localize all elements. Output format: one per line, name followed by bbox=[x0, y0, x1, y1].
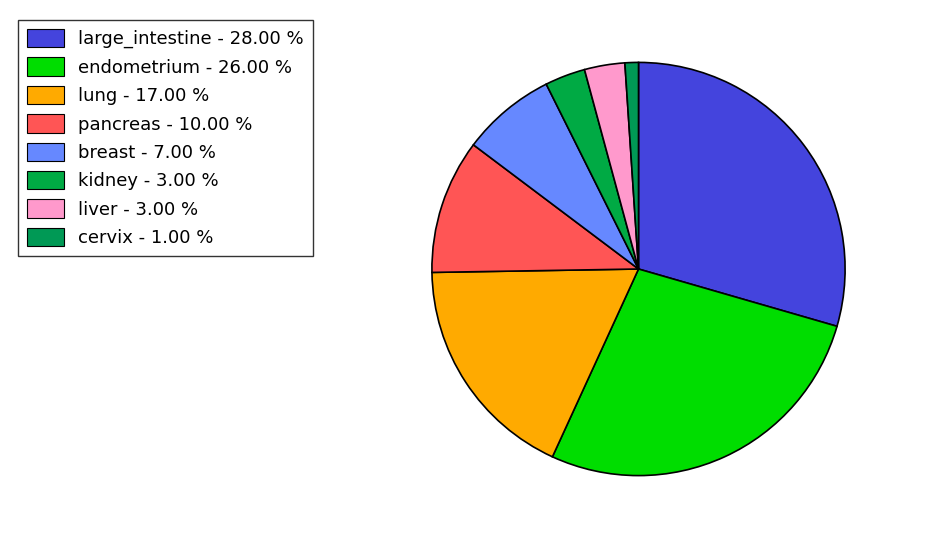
Wedge shape bbox=[552, 269, 837, 476]
Wedge shape bbox=[432, 145, 639, 272]
Wedge shape bbox=[584, 63, 639, 269]
Wedge shape bbox=[639, 62, 845, 327]
Wedge shape bbox=[546, 69, 639, 269]
Wedge shape bbox=[432, 269, 639, 457]
Wedge shape bbox=[473, 84, 639, 269]
Wedge shape bbox=[624, 62, 639, 269]
Legend: large_intestine - 28.00 %, endometrium - 26.00 %, lung - 17.00 %, pancreas - 10.: large_intestine - 28.00 %, endometrium -… bbox=[19, 20, 313, 256]
